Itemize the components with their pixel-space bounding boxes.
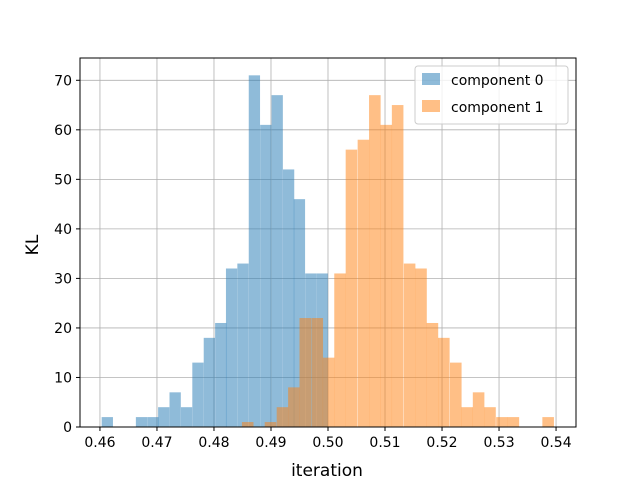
bar-component-1-bin-26 — [542, 417, 554, 427]
legend: component 0 component 1 — [414, 65, 569, 125]
bar-component-1-bin-20 — [472, 392, 485, 427]
x-tick-label-8: 0.54 — [540, 435, 571, 451]
axis-ticks: 0.46 0.47 0.48 0.49 0.50 0.51 0.52 0.53 0.54 0 10 2… — [54, 73, 572, 451]
bar-component-1-bin-11 — [369, 95, 381, 428]
legend-swatch-component-0 — [422, 73, 440, 85]
x-tick-label-1: 0.47 — [141, 435, 172, 451]
bar-component-0-bin-11 — [225, 268, 238, 427]
bar-component-0-bin-14 — [260, 124, 272, 427]
bar-component-1-bin-13 — [391, 105, 404, 428]
bar-component-0-bin-17 — [293, 199, 306, 427]
bar-component-1-bin-16 — [426, 322, 439, 427]
x-tick-label-0: 0.46 — [84, 435, 115, 451]
bar-component-1-bin-3 — [276, 407, 289, 427]
bar-component-0-bin-15 — [271, 95, 283, 428]
bar-component-0-bin-5 — [158, 407, 170, 427]
bar-component-0-bin-8 — [192, 362, 204, 427]
bar-component-0-bin-16 — [282, 169, 295, 428]
bar-component-1-bin-2 — [264, 422, 277, 427]
x-tick-label-3: 0.49 — [255, 435, 286, 451]
bar-component-1-bin-7 — [322, 357, 335, 427]
bar-component-0-bin-9 — [203, 337, 216, 427]
y-tick-label-5: 50 — [54, 172, 72, 188]
bar-component-0-bin-0 — [101, 417, 113, 427]
bar-component-0-bin-7 — [180, 407, 193, 427]
legend-label-component-1: component 1 — [451, 100, 544, 116]
y-axis-label: KL — [23, 234, 43, 255]
y-tick-label-4: 40 — [54, 222, 72, 238]
x-tick-label-2: 0.48 — [198, 435, 229, 451]
legend-box — [414, 65, 569, 125]
bar-component-0-bin-4 — [147, 417, 159, 427]
y-tick-label-0: 0 — [63, 420, 72, 436]
bar-component-1-bin-21 — [484, 407, 496, 427]
legend-label-component-0: component 0 — [451, 73, 544, 89]
y-tick-label-2: 20 — [54, 321, 72, 337]
bar-component-0-bin-3 — [135, 417, 148, 427]
x-tick-label-5: 0.51 — [369, 435, 400, 451]
bar-component-1-bin-14 — [403, 263, 416, 427]
bar-component-1-bin-5 — [299, 318, 312, 427]
series-component-1 — [241, 95, 554, 428]
bar-component-1-bin-4 — [288, 387, 300, 427]
bar-component-0-bin-10 — [215, 322, 227, 427]
bar-component-1-bin-6 — [311, 318, 324, 427]
legend-swatch-component-1 — [422, 100, 440, 112]
bar-component-1-bin-0 — [241, 422, 254, 427]
bar-component-1-bin-17 — [438, 337, 450, 427]
x-tick-label-4: 0.50 — [312, 435, 343, 451]
histogram-bars — [101, 75, 554, 428]
x-axis-label: iteration — [291, 461, 363, 480]
y-tick-label-3: 30 — [54, 271, 72, 287]
bar-component-0-bin-13 — [248, 75, 261, 427]
y-tick-label-7: 70 — [54, 73, 72, 89]
bar-component-1-bin-10 — [357, 139, 370, 427]
bar-component-1-bin-22 — [496, 417, 508, 427]
bar-component-1-bin-8 — [334, 273, 346, 427]
y-tick-label-1: 10 — [54, 370, 72, 386]
bar-component-1-bin-12 — [380, 124, 393, 427]
bar-component-1-bin-9 — [345, 149, 358, 428]
bar-component-1-bin-19 — [461, 407, 473, 427]
bar-component-0-bin-6 — [169, 392, 181, 427]
bar-component-1-bin-15 — [415, 268, 427, 427]
bar-component-1-bin-23 — [507, 417, 520, 427]
x-tick-label-6: 0.52 — [426, 435, 457, 451]
x-tick-label-7: 0.53 — [483, 435, 514, 451]
bar-component-1-bin-18 — [450, 362, 462, 427]
bar-component-0-bin-12 — [237, 263, 249, 427]
y-tick-label-6: 60 — [54, 123, 72, 139]
